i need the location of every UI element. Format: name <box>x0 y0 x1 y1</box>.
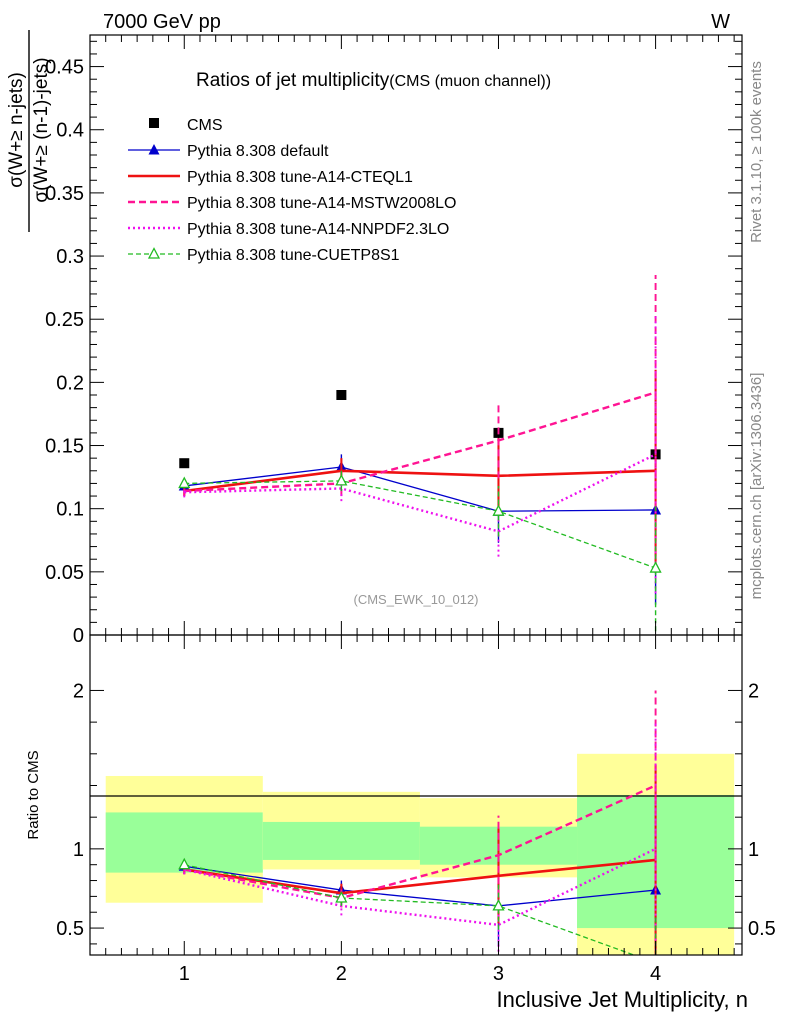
y-tick-label: 0.5 <box>56 918 84 940</box>
series-line <box>184 391 656 493</box>
y-tick-label: 0.15 <box>45 436 84 458</box>
x-tick-label: 1 <box>179 963 190 985</box>
series-line <box>184 453 657 533</box>
series-marker <box>335 473 348 486</box>
main-y-axis: 0 0.05 0.1 0.15 0.2 0.25 0.3 0.35 0.4 0.45 <box>45 40 742 647</box>
y-tick-label: 0.25 <box>45 309 84 331</box>
series-marker <box>178 476 191 489</box>
ratio-y-axis: 0.5 0.5 1 1 2 2 <box>56 680 776 945</box>
y-tick-label-right: 1 <box>748 839 759 861</box>
rivet-label: Rivet 3.1.10, ≥ 100k events <box>748 61 765 243</box>
x-tick-label: 2 <box>336 963 347 985</box>
series-line <box>184 469 656 493</box>
ratio-band-inner <box>262 821 420 860</box>
series-line <box>184 864 636 955</box>
series-marker <box>492 504 505 516</box>
y-tick-label: 0.45 <box>45 57 84 79</box>
ratio-uncertainty-bands <box>105 753 735 955</box>
ratio-panel: 0.5 0.5 1 1 2 2 1 2 3 4 Ratio to CMS <box>25 634 776 985</box>
y-tick-label: 0.2 <box>56 372 84 394</box>
ratio-frame <box>89 634 743 956</box>
legend-label: Pythia 8.308 default <box>187 143 329 160</box>
ratio-series <box>178 690 662 955</box>
main-title-text: Ratios of jet multiplicity <box>196 70 390 91</box>
legend-marker <box>147 247 161 259</box>
series-marker <box>178 857 191 870</box>
mcplots-label: mcplots.cern.ch [arXiv:1306.3436] <box>748 373 765 600</box>
series-line <box>184 466 656 512</box>
main-subtitle: (CMS (muon channel)) <box>389 73 551 90</box>
ylabel-denominator: σ(W+≥ (n-1)-jets) <box>31 57 52 202</box>
legend-label: Pythia 8.308 tune-CUETP8S1 <box>187 247 400 264</box>
series-line <box>184 480 656 569</box>
legend-label: CMS <box>187 117 223 134</box>
legend-marker <box>148 144 160 155</box>
series-line <box>184 784 657 900</box>
series-marker <box>492 898 505 911</box>
y-tick-label: 0.3 <box>56 246 84 268</box>
legend-label: Pythia 8.308 tune-A14-NNPDF2.3LO <box>187 221 449 238</box>
y-tick-label-right: 0.5 <box>748 918 776 940</box>
y-tick-label: 1 <box>73 839 84 861</box>
ratio-x-axis: 1 2 3 4 <box>105 635 735 985</box>
main-panel: 0 0.05 0.1 0.15 0.2 0.25 0.3 0.35 0.4 0.45 Ratios… <box>45 34 743 647</box>
series-line <box>184 865 656 907</box>
legend-cms-marker <box>149 118 159 128</box>
main-ylabel: σ(W+≥ n-jets) σ(W+≥ (n-1)-jets) <box>6 30 52 232</box>
y-tick-label-right: 2 <box>748 680 759 702</box>
legend-label: Pythia 8.308 tune-A14-MSTW2008LO <box>187 195 456 212</box>
y-tick-label: 0.1 <box>56 499 84 521</box>
ratio-ylabel: Ratio to CMS <box>25 750 42 839</box>
y-tick-label: 0.4 <box>56 120 84 142</box>
series-line <box>183 847 657 927</box>
ylabel-numerator: σ(W+≥ n-jets) <box>6 72 27 188</box>
y-tick-label: 2 <box>73 680 84 702</box>
legend-label: Pythia 8.308 tune-A14-CTEQL1 <box>187 169 413 186</box>
x-tick-label: 3 <box>493 963 504 985</box>
cms-data-point <box>179 458 190 469</box>
y-tick-label: 0.35 <box>45 183 84 205</box>
main-title: Ratios of jet multiplicity(CMS (muon cha… <box>196 70 551 91</box>
y-tick-label: 0 <box>73 625 84 647</box>
main-series <box>178 275 662 632</box>
series-marker <box>649 561 662 573</box>
cms-data-point <box>336 390 347 400</box>
legend: CMS Pythia 8.308 default Pythia 8.308 tune… <box>128 117 456 264</box>
main-watermark: (CMS_EWK_10_012) <box>354 592 479 607</box>
header-left: 7000 GeV pp <box>103 11 221 33</box>
y-tick-label: 0.05 <box>45 562 84 584</box>
series-marker <box>335 891 348 903</box>
x-axis-label: Inclusive Jet Multiplicity, n <box>497 987 748 1012</box>
main-x-ticks <box>105 35 735 635</box>
x-tick-label: 4 <box>650 963 661 985</box>
header-right: W <box>711 11 730 33</box>
